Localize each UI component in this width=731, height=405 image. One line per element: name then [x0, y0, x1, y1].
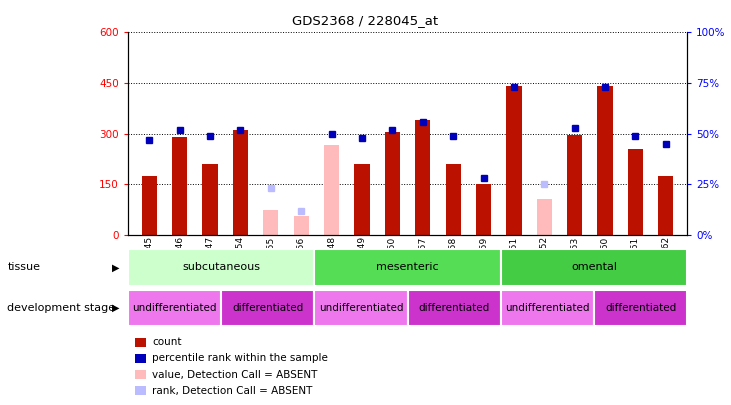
Text: count: count: [152, 337, 181, 347]
Bar: [263, 210, 279, 235]
Text: undifferentiated: undifferentiated: [132, 303, 217, 313]
Bar: [501, 290, 594, 326]
Bar: [385, 132, 400, 235]
Text: development stage: development stage: [7, 303, 115, 313]
Text: undifferentiated: undifferentiated: [505, 303, 590, 313]
Text: rank, Detection Call = ABSENT: rank, Detection Call = ABSENT: [152, 386, 312, 396]
Bar: [507, 86, 521, 235]
Bar: [202, 164, 218, 235]
Text: ▶: ▶: [112, 303, 119, 313]
Text: omental: omental: [571, 262, 617, 272]
Text: value, Detection Call = ABSENT: value, Detection Call = ABSENT: [152, 370, 317, 379]
Bar: [567, 135, 583, 235]
Text: ▶: ▶: [112, 262, 119, 272]
Bar: [408, 290, 501, 326]
Bar: [355, 164, 370, 235]
Bar: [128, 290, 221, 326]
Text: differentiated: differentiated: [419, 303, 490, 313]
Text: mesenteric: mesenteric: [376, 262, 439, 272]
Bar: [415, 120, 431, 235]
Bar: [142, 176, 156, 235]
Bar: [314, 290, 408, 326]
Bar: [594, 290, 687, 326]
Bar: [172, 137, 187, 235]
Bar: [445, 164, 461, 235]
Bar: [628, 149, 643, 235]
Text: differentiated: differentiated: [605, 303, 676, 313]
Text: undifferentiated: undifferentiated: [319, 303, 404, 313]
Bar: [221, 290, 314, 326]
Bar: [501, 249, 687, 286]
Text: GDS2368 / 228045_at: GDS2368 / 228045_at: [292, 14, 439, 27]
Bar: [659, 176, 673, 235]
Text: tissue: tissue: [7, 262, 40, 272]
Bar: [128, 249, 314, 286]
Bar: [232, 130, 248, 235]
Bar: [597, 86, 613, 235]
Bar: [537, 200, 552, 235]
Bar: [476, 184, 491, 235]
Text: percentile rank within the sample: percentile rank within the sample: [152, 354, 328, 363]
Text: subcutaneous: subcutaneous: [182, 262, 260, 272]
Bar: [324, 145, 339, 235]
Bar: [314, 249, 501, 286]
Bar: [294, 216, 308, 235]
Text: differentiated: differentiated: [232, 303, 303, 313]
